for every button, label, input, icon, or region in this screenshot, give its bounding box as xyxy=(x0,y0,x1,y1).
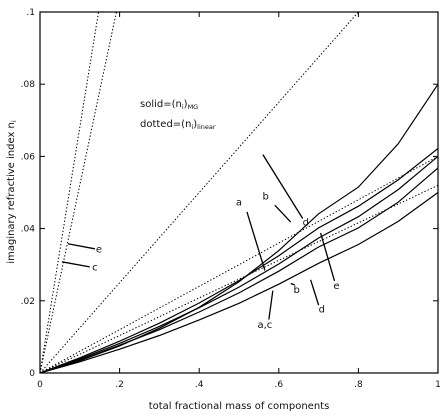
annotation-leader-b xyxy=(290,282,295,286)
series-solid-line-8 xyxy=(40,155,438,373)
annotation-leader-d xyxy=(262,154,304,219)
x-tick-label: 0 xyxy=(37,380,43,390)
x-tick-label: .8 xyxy=(354,380,363,390)
x-tick-label: .6 xyxy=(275,380,284,390)
legend-solid: solid=(ni)MG xyxy=(140,99,198,111)
annotation-label-e: e xyxy=(96,244,102,255)
x-tick-label: 1 xyxy=(435,380,441,390)
legend: solid=(ni)MG dotted=(ni)linear xyxy=(140,99,216,131)
series-layer xyxy=(40,12,438,373)
annotation-label-d: d xyxy=(319,304,325,315)
annotation-leader-d xyxy=(310,279,320,306)
annotation-leader-e xyxy=(319,232,336,282)
annotation-leader-ac xyxy=(268,290,274,320)
series-dotted-line-2 xyxy=(40,12,117,373)
annotation-label-e: e xyxy=(333,281,339,292)
ticks-layer: 0 .2 .4 .6 .8 1 0 .02 .04 .06 .08 .1 xyxy=(21,8,441,390)
y-tick-label: .1 xyxy=(26,8,35,18)
annotation-label-d: d xyxy=(303,218,309,229)
series-dotted-line-3 xyxy=(40,12,359,373)
series-solid-line-7 xyxy=(40,148,438,373)
annotation-label-b: b xyxy=(294,285,300,296)
x-axis-label: total fractional mass of components xyxy=(149,401,330,412)
x-tick-label: .4 xyxy=(195,380,204,390)
series-solid-line-6 xyxy=(40,83,438,373)
annotation-leader-e xyxy=(67,243,96,250)
annotation-label-ac: a,c xyxy=(257,320,272,331)
y-tick-label: .04 xyxy=(21,225,36,235)
y-tick-label: .06 xyxy=(21,152,36,162)
annotation-leader-a xyxy=(246,211,266,271)
series-dotted-line-5 xyxy=(40,184,438,373)
annotation-label-a: a xyxy=(236,197,242,208)
y-tick-label: .08 xyxy=(21,80,36,90)
x-tick-label: .2 xyxy=(115,380,124,390)
legend-dotted: dotted=(ni)linear xyxy=(140,119,216,131)
y-tick-label: 0 xyxy=(29,369,35,379)
annotation-label-b: b xyxy=(262,192,268,203)
series-dotted-line-4 xyxy=(40,155,438,373)
y-tick-label: .02 xyxy=(21,297,35,307)
y-axis-label: imaginary refractive index ni xyxy=(6,120,18,264)
annotation-leader-c xyxy=(61,261,90,268)
annotation-label-c: c xyxy=(92,262,98,273)
annotation-leader-b xyxy=(274,204,292,223)
series-dotted-line-1 xyxy=(40,12,99,373)
series-solid-line-9 xyxy=(40,167,438,373)
series-solid-line-10 xyxy=(40,192,438,373)
